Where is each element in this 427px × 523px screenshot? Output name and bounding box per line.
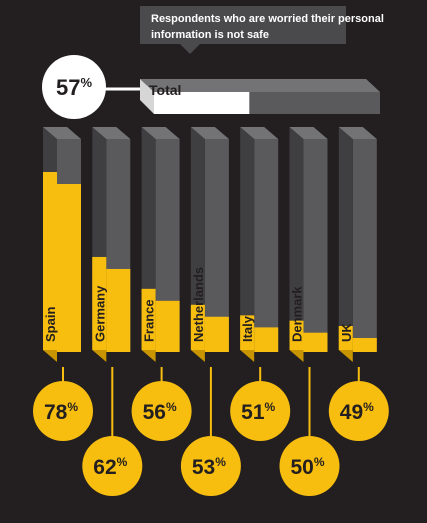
bar-fill-front (155, 300, 180, 352)
category-label-denmark: Denmark (290, 286, 305, 342)
bar-fill-front (204, 316, 229, 352)
bar-fill-face (338, 326, 353, 350)
bar-fill-face (141, 288, 156, 350)
value-label-france: 56% (143, 400, 177, 424)
category-label-spain: Spain (43, 307, 58, 342)
bar-empty-side (289, 127, 304, 352)
total-value-number: 57 (56, 75, 80, 100)
total-value-circle (42, 55, 106, 119)
value-number: 62 (93, 456, 116, 479)
bar-fill-face (43, 172, 57, 350)
bar-fill-face (289, 320, 304, 350)
chart-title-line-2: information is not safe (151, 29, 269, 41)
bar-denmark: Denmark (289, 127, 328, 362)
value-number: 53 (192, 456, 215, 479)
value-circle-uk (328, 381, 389, 441)
bar-top (240, 127, 279, 139)
value-label-netherlands: 53% (192, 455, 226, 479)
bar-top (190, 127, 229, 139)
category-label-italy: Italy (240, 315, 255, 342)
bar-empty-side (240, 127, 255, 352)
bar-fill-front (303, 332, 328, 352)
bar-empty-front (303, 139, 328, 352)
title-callout-box (140, 6, 346, 54)
bar-top (92, 127, 131, 139)
bar-empty-front (254, 139, 279, 352)
chart-title-line-1: Respondents who are worried their person… (151, 13, 384, 25)
total-bar-group: Total 57% (42, 55, 380, 119)
bar-empty-front (204, 139, 229, 352)
value-percent: % (117, 455, 128, 469)
value-number: 56 (143, 401, 166, 424)
bar-empty-front (352, 139, 377, 352)
category-label-netherlands: Netherlands (191, 267, 206, 342)
bar-fill-face (92, 256, 107, 350)
category-label-france: France (142, 299, 157, 342)
bar-fill-front (254, 327, 279, 352)
bar-italy: Italy (240, 127, 279, 362)
bar-fill-face (240, 315, 255, 350)
total-bar-fill (154, 92, 250, 114)
value-label-denmark: 50% (290, 455, 324, 479)
value-number: 49 (340, 401, 363, 424)
country-bars: Spain Germany France Netherlands Italy Denmar… (43, 127, 377, 362)
bar-empty-side (338, 127, 353, 352)
value-percent: % (67, 400, 78, 414)
value-label-italy: 51% (241, 400, 275, 424)
title-callout: Respondents who are worried their person… (140, 6, 384, 54)
total-bar-label: Total (149, 82, 181, 98)
value-percent: % (314, 455, 325, 469)
bar-top (289, 127, 328, 139)
value-circle-france (131, 381, 192, 441)
bar-uk: UK (338, 127, 377, 362)
total-value-percent: % (80, 75, 92, 90)
bar-france: France (141, 127, 180, 362)
bar-fill-front (352, 338, 377, 352)
bar-fill-front (106, 268, 131, 352)
total-bar-fill-side (140, 79, 154, 114)
bar-empty-side (190, 127, 205, 352)
value-number: 51 (241, 401, 265, 424)
category-label-uk: UK (339, 323, 354, 342)
value-label-uk: 49% (340, 400, 374, 424)
value-circles: 78%62%56%53%51%50%49% (33, 367, 389, 496)
bar-spain: Spain (43, 127, 81, 362)
value-percent: % (265, 400, 276, 414)
value-circle-denmark (279, 436, 340, 496)
value-percent: % (215, 455, 226, 469)
value-circle-spain (33, 381, 93, 441)
total-bar-top (140, 79, 380, 92)
value-circle-netherlands (180, 436, 241, 496)
value-percent: % (166, 400, 177, 414)
value-label-germany: 62% (93, 455, 127, 479)
bar-fill-front (57, 184, 81, 352)
bar-top (141, 127, 180, 139)
total-value-label: 57% (56, 75, 92, 100)
value-circle-germany (82, 436, 143, 496)
bar-netherlands: Netherlands (190, 127, 229, 362)
bar-fill-face (190, 304, 205, 350)
bar-top (43, 127, 81, 139)
value-number: 50 (290, 456, 313, 479)
bar-germany: Germany (92, 127, 131, 362)
value-circle-italy (230, 381, 291, 441)
value-number: 78 (44, 401, 68, 424)
value-label-spain: 78% (44, 400, 78, 424)
value-percent: % (363, 400, 374, 414)
bar-top (338, 127, 377, 139)
category-label-germany: Germany (92, 285, 107, 342)
